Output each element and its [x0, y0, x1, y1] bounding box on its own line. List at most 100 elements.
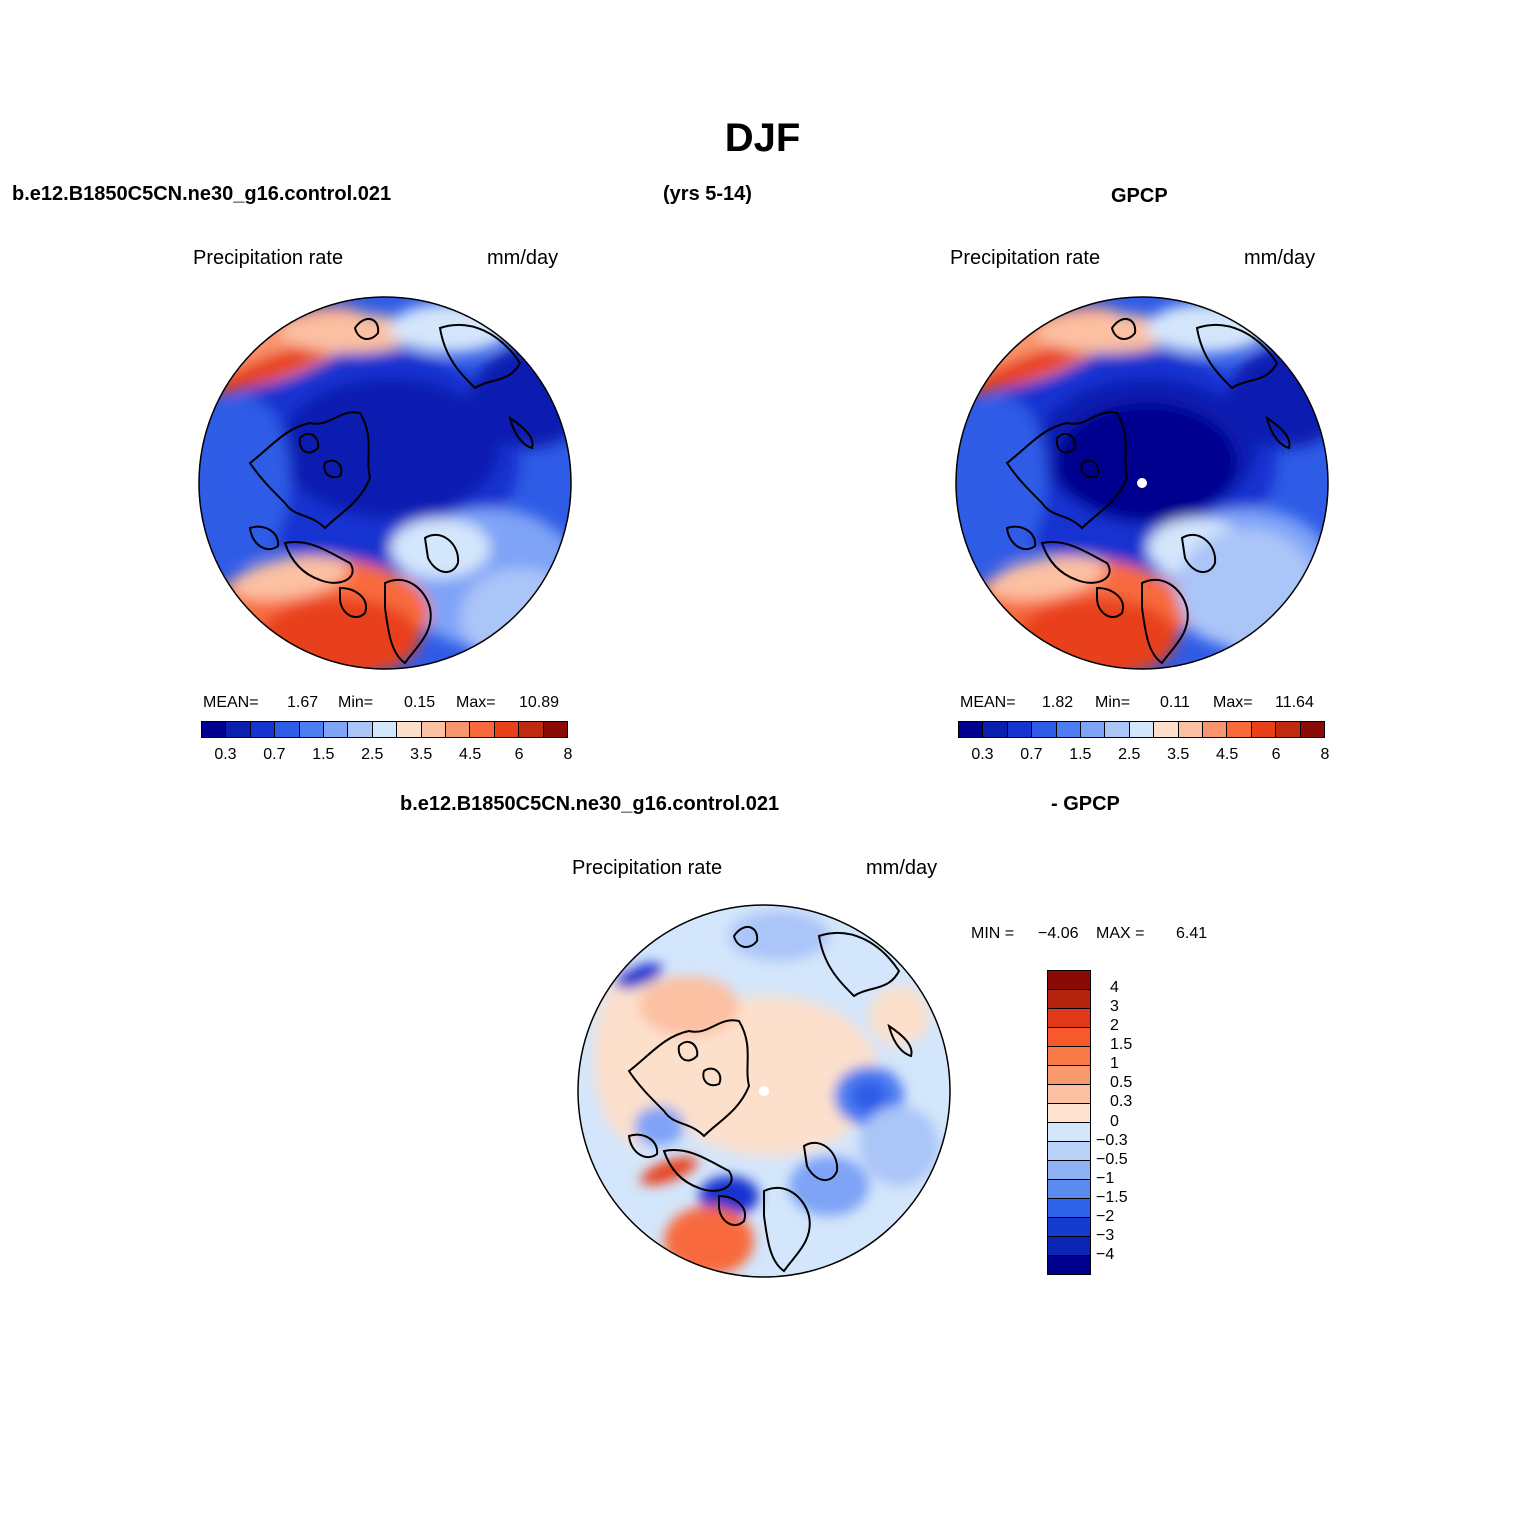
colorbar-swatch [983, 722, 1008, 737]
colorbar-tick-label: 0.7 [263, 746, 286, 763]
colorbar-tick-label: −3 [1096, 1226, 1115, 1244]
tr-max-label: Max= [1213, 694, 1253, 711]
colorbar-tick-label: 6 [514, 746, 524, 763]
colorbar-swatch [397, 722, 422, 737]
diff-colorbar [1047, 970, 1091, 1275]
colorbar-swatch [1251, 722, 1277, 737]
tr-units: mm/day [1244, 247, 1316, 269]
colorbar-tick-label: 4.5 [1216, 746, 1239, 763]
tl-units: mm/day [487, 247, 559, 269]
diff-plot-title: Precipitation rate [572, 857, 723, 879]
map-border [198, 296, 572, 670]
map-field [199, 297, 571, 669]
colorbar-swatch [1300, 722, 1325, 737]
colorbar-swatch [1203, 722, 1228, 737]
colorbar-swatch [1048, 1237, 1090, 1256]
colorbar-swatch [1048, 1218, 1090, 1237]
model-case-title: b.e12.B1850C5CN.ne30_g16.control.021 [12, 183, 392, 205]
colorbar-swatch [1154, 722, 1179, 737]
colorbar-swatch [1048, 1256, 1090, 1274]
colorbar-tick-label: 0.5 [1110, 1074, 1133, 1092]
colorbar-swatch [1048, 1142, 1090, 1161]
colorbar-swatch [226, 722, 251, 737]
colorbar-swatch [1105, 722, 1130, 737]
colorbar-tick-label: 3 [1110, 998, 1119, 1016]
tr-max-value: 11.64 [1275, 694, 1314, 711]
tr-min-value: 0.11 [1160, 694, 1190, 711]
tl-max-label: Max= [456, 694, 496, 711]
colorbar-swatch [1007, 722, 1033, 737]
tr-plot-title: Precipitation rate [950, 247, 1101, 269]
colorbar-swatch [348, 722, 373, 737]
colorbar-tick-label: 0.3 [971, 746, 994, 763]
obs-case-title: GPCP [1111, 185, 1168, 207]
colorbar-swatch [1048, 1066, 1090, 1085]
colorbar-tick-label: 1 [1110, 1055, 1119, 1073]
colorbar-swatch [1227, 722, 1252, 737]
colorbar-swatch [1048, 1009, 1090, 1028]
colorbar-swatch [324, 722, 349, 737]
map-border [955, 296, 1329, 670]
difference-precip-map [577, 904, 951, 1278]
colorbar-swatch [1048, 971, 1090, 990]
colorbar-swatch [372, 722, 398, 737]
map-border [577, 904, 951, 1278]
coastlines [248, 318, 534, 665]
colorbar-swatch [1048, 1199, 1090, 1218]
years-label: (yrs 5-14) [663, 183, 752, 205]
tl-plot-title: Precipitation rate [193, 247, 344, 269]
tr-min-label: Min= [1095, 694, 1131, 711]
diff-min-value: −4.06 [1038, 925, 1079, 942]
colorbar-tick-label: 0.3 [214, 746, 237, 763]
colorbar-tick-label: 4.5 [459, 746, 482, 763]
colorbar-swatch [494, 722, 520, 737]
tl-min-value: 0.15 [404, 694, 436, 711]
tl-mean-value: 1.67 [287, 694, 319, 711]
coastlines [627, 926, 913, 1273]
diff-case-title: b.e12.B1850C5CN.ne30_g16.control.021 [400, 793, 780, 815]
gpcp-precip-map [955, 296, 1329, 670]
colorbar-swatch [1032, 722, 1057, 737]
colorbar-swatch [421, 722, 447, 737]
colorbar-swatch [250, 722, 276, 737]
colorbar-tick-label: 0.7 [1020, 746, 1043, 763]
model-precip-map [198, 296, 572, 670]
colorbar-swatch [543, 722, 568, 737]
colorbar-swatch [1048, 1028, 1090, 1047]
tl-min-label: Min= [338, 694, 374, 711]
colorbar-swatch [446, 722, 471, 737]
colorbar-swatch [1048, 990, 1090, 1009]
colorbar-tick-label: 2.5 [361, 746, 384, 763]
colorbar-swatch [1178, 722, 1204, 737]
colorbar-tick-label: 1.5 [312, 746, 335, 763]
map-field [956, 297, 1328, 669]
colorbar-tick-label: −0.3 [1096, 1131, 1128, 1149]
colorbar-swatch [519, 722, 544, 737]
diff-units: mm/day [866, 857, 938, 879]
map-field [578, 905, 950, 1277]
colorbar-tick-label: 2.5 [1118, 746, 1141, 763]
colorbar-swatch [1056, 722, 1082, 737]
tl-max-value: 10.89 [519, 694, 560, 711]
colorbar-swatch [1276, 722, 1301, 737]
tr-colorbar [958, 721, 1325, 738]
colorbar-tick-label: 4 [1110, 979, 1119, 997]
colorbar-swatch [275, 722, 300, 737]
colorbar-swatch [470, 722, 495, 737]
colorbar-tick-label: 0 [1110, 1112, 1119, 1130]
colorbar-swatch [299, 722, 325, 737]
colorbar-swatch [1048, 1104, 1090, 1123]
colorbar-tick-label: −4 [1096, 1245, 1115, 1263]
colorbar-swatch [202, 722, 227, 737]
colorbar-tick-label: 6 [1271, 746, 1281, 763]
colorbar-tick-label: −2 [1096, 1207, 1115, 1225]
colorbar-tick-label: 8 [1320, 746, 1330, 763]
colorbar-swatch [1048, 1161, 1090, 1180]
colorbar-swatch [1129, 722, 1155, 737]
tl-mean-label: MEAN= [203, 694, 259, 711]
colorbar-tick-label: 0.3 [1110, 1093, 1133, 1111]
colorbar-swatch [1048, 1180, 1090, 1199]
diff-max-label: MAX = [1096, 925, 1145, 942]
colorbar-tick-label: −0.5 [1096, 1150, 1128, 1168]
diff-max-value: 6.41 [1176, 925, 1208, 942]
